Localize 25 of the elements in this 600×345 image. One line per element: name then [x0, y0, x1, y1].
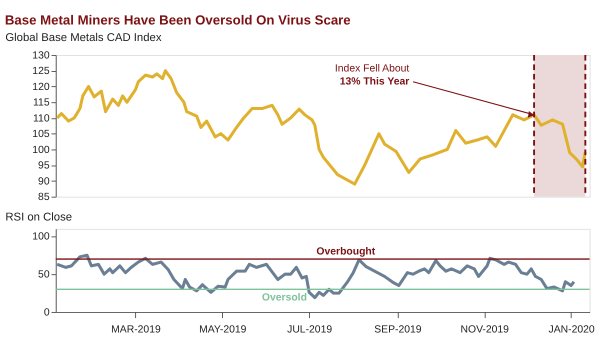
y-tick-label: 125 — [32, 66, 50, 78]
x-tick-label: MAY-2019 — [199, 324, 247, 336]
y-tick-label: 105 — [32, 129, 50, 140]
y-tick-label: 90 — [38, 176, 50, 188]
annotation: Index Fell About 13% This Year — [334, 63, 410, 88]
y-tick-label: 100 — [32, 144, 50, 156]
y-tick-label: 110 — [33, 113, 50, 124]
y-tick-label: 50 — [38, 269, 50, 280]
ref-line-label: Overbought — [316, 246, 376, 258]
y-tick-label: 100 — [32, 232, 50, 243]
x-tick-label: JUL-2019 — [287, 324, 332, 336]
y-tick-label: 85 — [38, 192, 50, 204]
chart-subtitle: Global Base Metals CAD Index — [5, 32, 162, 44]
y-tick-label: 95 — [38, 160, 50, 172]
x-tick-label: SEP-2019 — [374, 324, 422, 336]
ref-line-label: Oversold — [262, 292, 307, 304]
x-tick-label: NOV-2019 — [460, 324, 510, 336]
x-tick-label: MAR-2019 — [111, 324, 161, 336]
x-tick-label: JAN-2020 — [548, 324, 595, 336]
y-tick-label: 130 — [32, 50, 50, 62]
chart-title: Base Metal Miners Have Been Oversold On Virus Scare — [4, 12, 351, 28]
y-tick-label: 115 — [33, 98, 50, 109]
y-tick-label: 0 — [44, 307, 50, 318]
y-tick-label: 120 — [32, 82, 50, 93]
chart-title: RSI on Close — [5, 211, 72, 224]
